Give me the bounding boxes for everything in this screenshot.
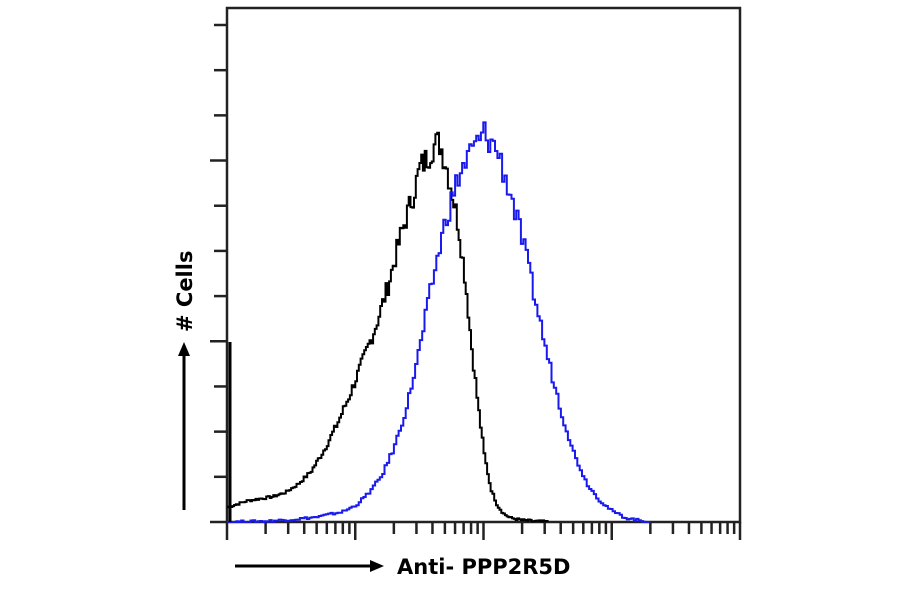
x-arrow-head-icon (370, 560, 384, 572)
y-axis-ticks (210, 23, 227, 524)
y-arrow-head-icon (178, 342, 190, 356)
histogram-line-stained (227, 121, 651, 523)
histogram-line-control (227, 131, 549, 523)
plot-frame (225, 6, 742, 524)
x-axis-ticks (225, 522, 742, 540)
x-axis-title: Anti- PPP2R5D (397, 555, 570, 579)
x-axis-label: Anti- PPP2R5D (235, 555, 570, 579)
y-axis-label: # Cells (173, 251, 197, 510)
y-axis-title: # Cells (173, 251, 197, 332)
